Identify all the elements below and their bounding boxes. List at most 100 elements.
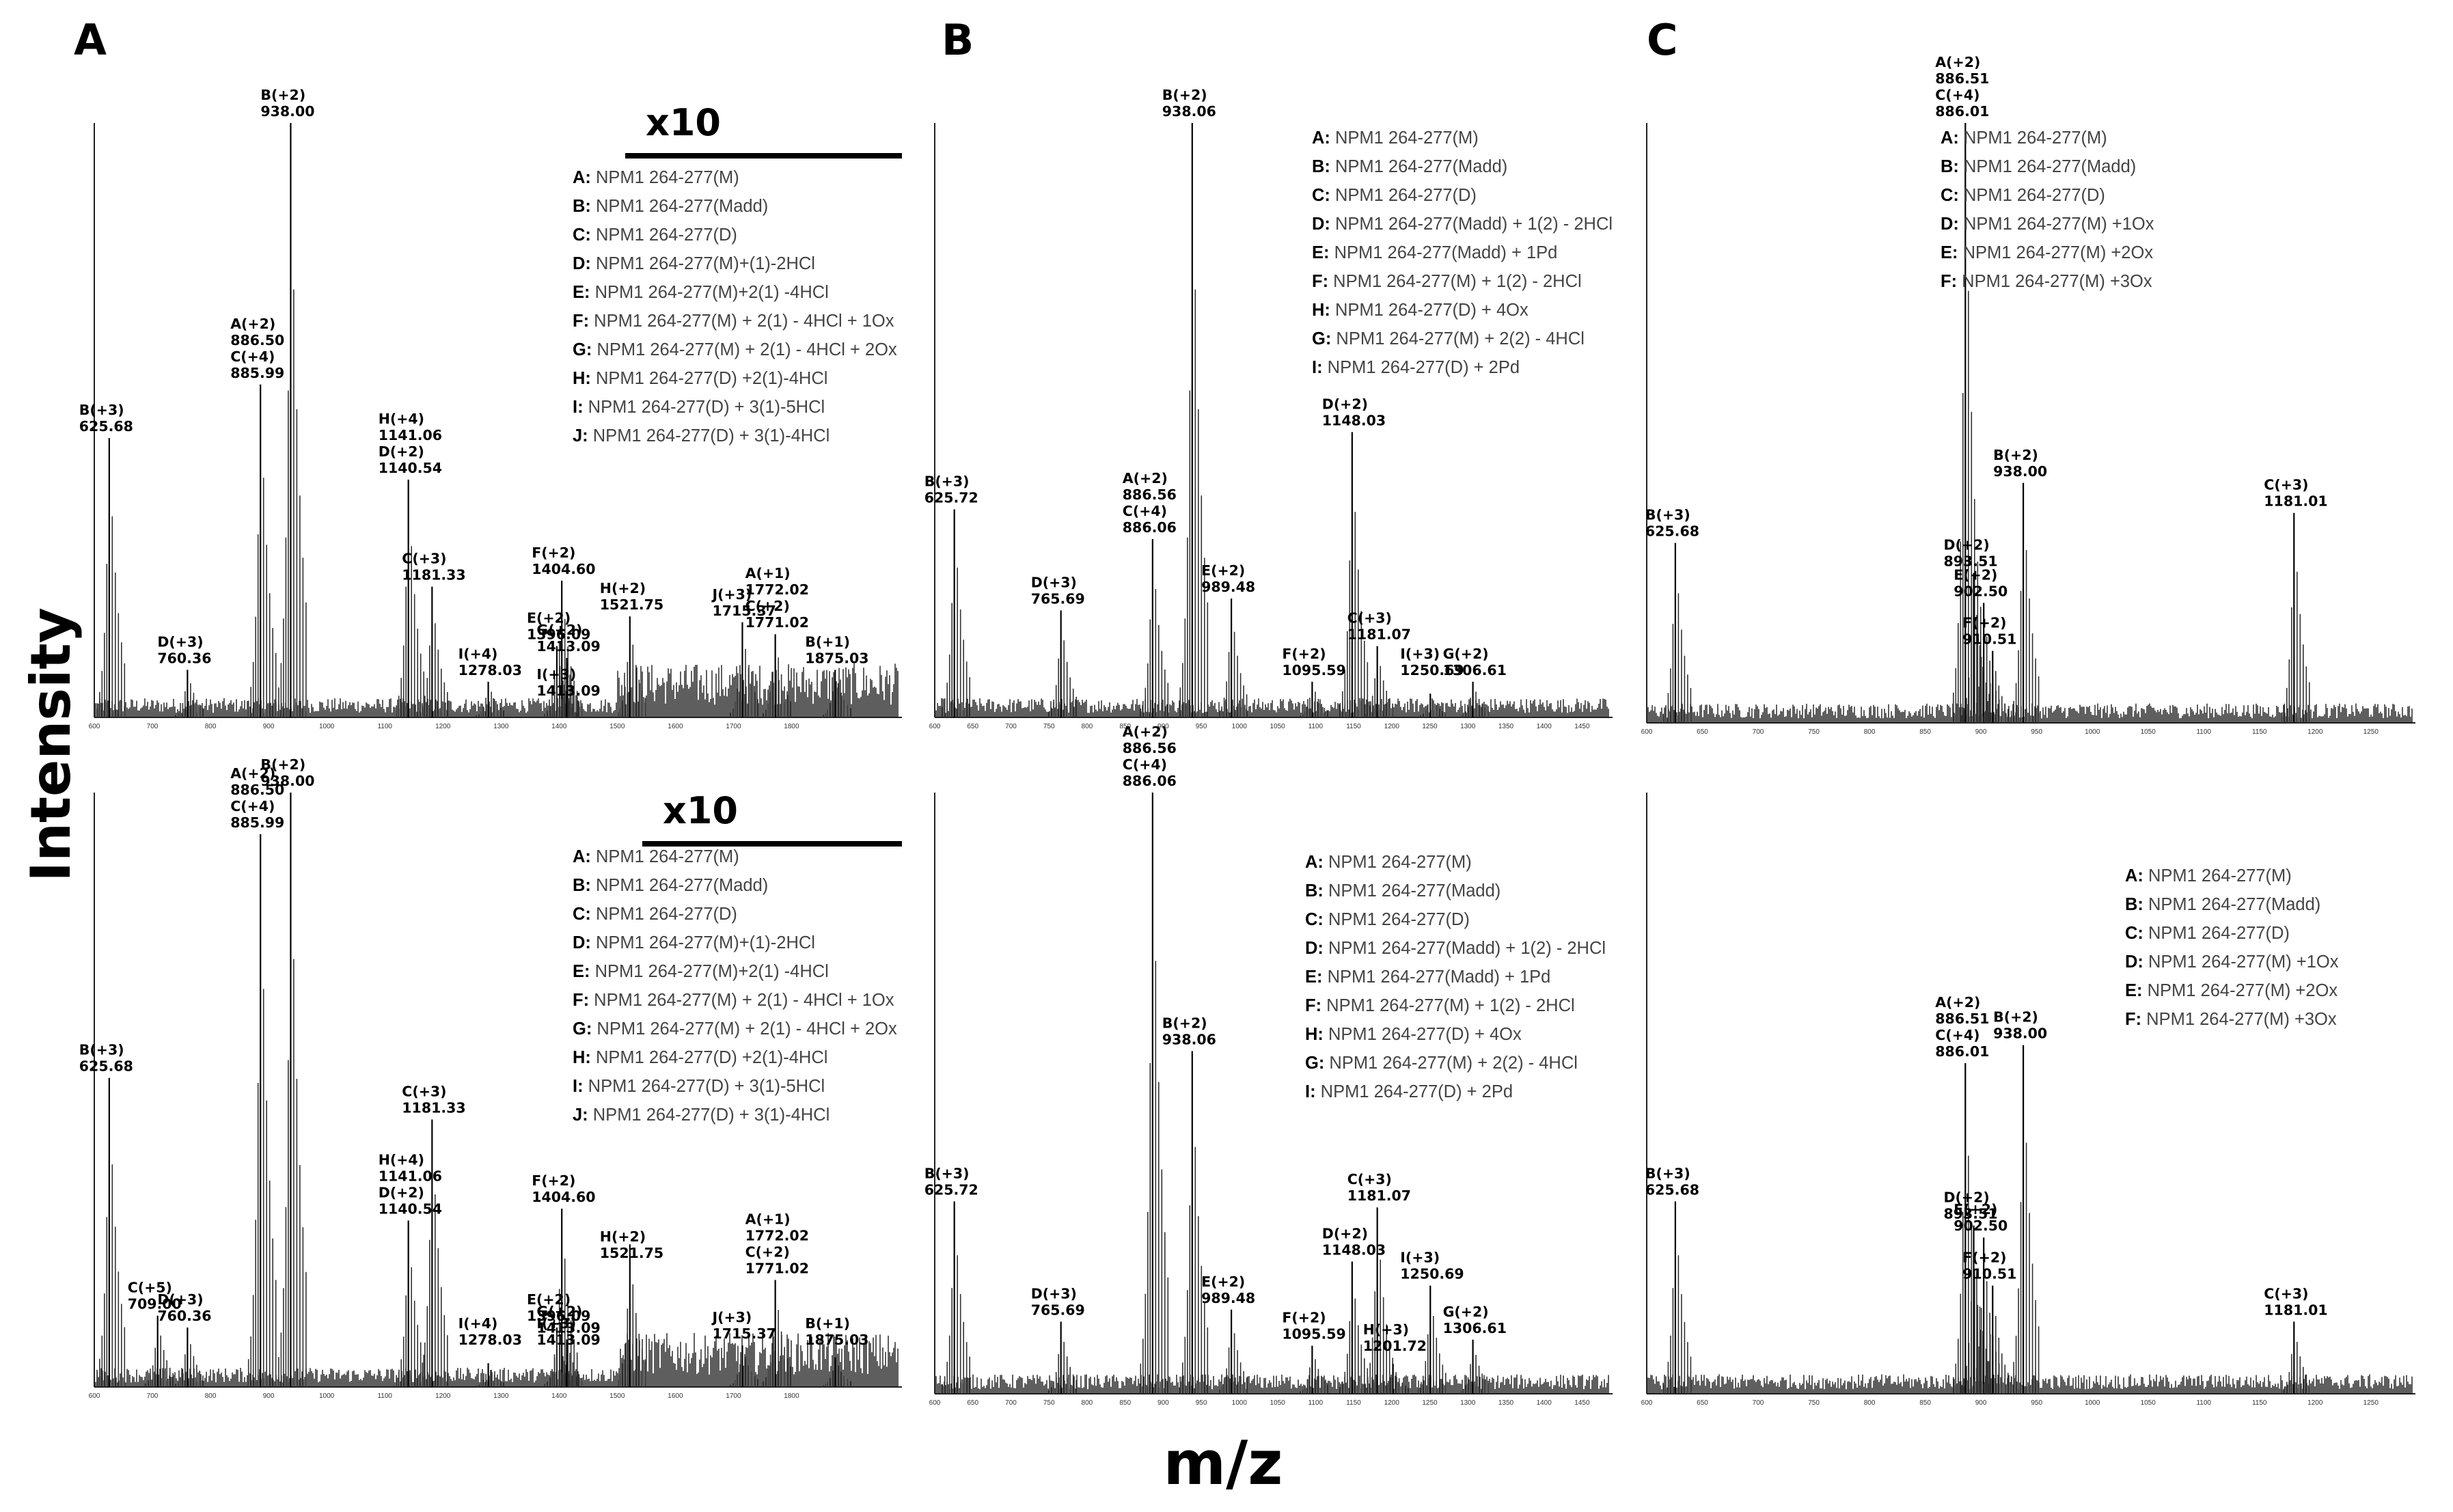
tick-label-B-top-6: 900: [1157, 723, 1169, 730]
tick-label-C-bottom-1: 650: [1697, 1399, 1708, 1407]
legend-entry-B-bottom-6: H: NPM1 264-277(D) + 4Ox: [1305, 1025, 1522, 1044]
spectrum-C-top: B(+3) 625.68 A(+2) 886.51 C(+4) 886.01 D(+2) 89…: [1641, 54, 2415, 736]
peak-label-A-bottom-5: H(+4) 1141.06 D(+2) 1140.54: [379, 1151, 442, 1217]
legend-entry-A-top-7: H: NPM1 264-277(D) +2(1)-4HCl: [573, 369, 827, 388]
peak-label-A-top-8: F(+2) 1404.60: [532, 545, 595, 577]
tick-label-B-bottom-8: 1000: [1232, 1399, 1248, 1407]
tick-label-A-top-5: 1100: [377, 723, 392, 730]
tick-label-A-top-4: 1000: [319, 723, 335, 730]
tick-label-B-top-17: 1450: [1574, 723, 1590, 730]
tick-label-C-top-10: 1100: [2196, 728, 2211, 736]
tick-label-B-top-13: 1250: [1422, 723, 1438, 730]
isotope-cluster: [1140, 961, 1169, 1394]
tick-label-A-top-6: 1200: [435, 723, 451, 730]
tick-label-B-top-0: 600: [929, 723, 941, 730]
tick-label-B-bottom-5: 850: [1119, 1399, 1131, 1407]
isotope-cluster: [1218, 631, 1248, 717]
tick-label-C-bottom-4: 800: [1864, 1399, 1876, 1407]
peak-label-A-top-7: E(+2) 1396.09: [527, 610, 590, 643]
tick-label-C-top-3: 750: [1808, 728, 1820, 736]
isotope-cluster: [1339, 512, 1369, 717]
peak-label-A-bottom-12: I(+3) 1413.09: [536, 1315, 600, 1348]
tick-label-C-top-0: 600: [1641, 728, 1653, 736]
legend-entry-B-bottom-0: A: NPM1 264-277(M): [1305, 853, 1472, 872]
isotope-cluster: [1418, 1316, 1447, 1394]
peak-label-B-top-0: B(+3) 625.72: [924, 473, 978, 506]
legend-entry-A-top-0: A: NPM1 264-277(M): [573, 168, 739, 187]
peak-label-B-bottom-10: G(+2) 1306.61: [1443, 1304, 1507, 1336]
peak-label-A-top-2: A(+2) 886.50 C(+4) 885.99: [230, 316, 284, 381]
tick-label-A-top-0: 600: [89, 723, 100, 730]
tick-label-B-bottom-2: 700: [1005, 1399, 1017, 1407]
tick-label-A-bottom-6: 1200: [435, 1392, 451, 1400]
peak-label-A-bottom-4: B(+2) 938.00: [260, 756, 314, 789]
legend-entry-B-top-2: C: NPM1 264-277(D): [1312, 186, 1477, 205]
isotope-cluster: [420, 1194, 448, 1387]
peak-label-B-top-6: D(+2) 1148.03: [1322, 396, 1386, 428]
tick-label-A-bottom-12: 1800: [784, 1392, 799, 1400]
isotope-cluster: [549, 618, 578, 717]
peak-label-A-bottom-3: A(+2) 886.50 C(+4) 885.99: [230, 765, 284, 831]
isotope-cluster: [175, 1344, 204, 1387]
tick-label-C-bottom-3: 750: [1808, 1399, 1820, 1407]
peak-label-B-bottom-5: F(+2) 1095.59: [1282, 1310, 1345, 1343]
spectrum-B-bottom: B(+3) 625.72 D(+3) 765.69 A(+2) 886.56 C(+4) 88…: [924, 724, 1613, 1407]
isotope-cluster: [396, 546, 424, 717]
tick-label-C-bottom-6: 900: [1975, 1399, 1987, 1407]
isotope-cluster: [730, 648, 758, 717]
legend-entry-C-bottom-0: A: NPM1 264-277(M): [2125, 866, 2292, 885]
legend-entry-A-bottom-8: I: NPM1 264-277(D) + 3(1)-5HCl: [573, 1077, 825, 1096]
peak-label-C-top-0: B(+3) 625.68: [1645, 507, 1699, 540]
tick-label-B-top-12: 1200: [1384, 723, 1400, 730]
tick-label-B-bottom-1: 650: [967, 1399, 978, 1407]
isotope-cluster: [1218, 1333, 1248, 1394]
tick-label-B-bottom-15: 1350: [1498, 1399, 1514, 1407]
isotope-cluster: [96, 1164, 126, 1387]
legend-entry-C-top-4: E: NPM1 264-277(M) +2Ox: [1941, 243, 2153, 262]
panel-letter-c: C: [1647, 15, 1678, 65]
tick-label-B-bottom-16: 1400: [1537, 1399, 1552, 1407]
tick-label-A-top-3: 900: [263, 723, 275, 730]
tick-label-A-top-8: 1400: [551, 723, 567, 730]
tick-label-C-top-13: 1250: [2363, 728, 2379, 736]
tick-label-C-bottom-5: 850: [1919, 1399, 1931, 1407]
tick-label-B-top-5: 850: [1119, 723, 1131, 730]
tick-label-B-top-9: 1050: [1270, 723, 1285, 730]
isotope-cluster: [175, 683, 204, 717]
legend-entry-C-bottom-2: C: NPM1 264-277(D): [2125, 924, 2290, 943]
panel-letter-a: A: [74, 15, 107, 65]
peak-label-C-top-4: F(+2) 910.51: [1962, 615, 2016, 648]
isotope-cluster: [1048, 1342, 1077, 1394]
peak-label-B-bottom-1: D(+3) 765.69: [1031, 1285, 1085, 1318]
peak-label-A-top-13: A(+1) 1772.02 C(+2) 1771.02: [745, 565, 809, 631]
tick-label-B-top-7: 950: [1196, 723, 1207, 730]
zoom-label: x10: [646, 101, 721, 144]
tick-label-A-bottom-10: 1600: [668, 1392, 683, 1400]
tick-label-B-top-4: 800: [1082, 723, 1093, 730]
legend-entry-A-top-1: B: NPM1 264-277(Madd): [573, 197, 768, 216]
tick-label-A-top-7: 1300: [493, 723, 509, 730]
isotope-cluster: [278, 959, 307, 1387]
isotope-cluster: [549, 1259, 578, 1387]
noise-trace: [935, 1374, 1609, 1394]
tick-label-B-top-10: 1100: [1308, 723, 1324, 730]
isotope-cluster: [476, 691, 504, 717]
peak-label-A-bottom-6: C(+3) 1181.33: [402, 1084, 465, 1116]
legend-entry-A-top-5: F: NPM1 264-277(M) + 2(1) - 4HCl + 1Ox: [573, 312, 894, 331]
tick-label-C-bottom-10: 1100: [2196, 1399, 2211, 1407]
tick-label-A-top-9: 1500: [609, 723, 625, 730]
isotope-cluster: [1662, 1255, 1692, 1394]
spectrum-A-bottom: B(+3) 625.68 C(+5) 709.00D(+3) 760.36 A(+2) 88…: [79, 756, 902, 1400]
legend-entry-A-top-3: D: NPM1 264-277(M)+(1)-2HCl: [573, 254, 815, 273]
tick-label-B-top-2: 700: [1005, 723, 1017, 730]
tick-label-C-bottom-13: 1250: [2363, 1399, 2379, 1407]
tick-label-A-bottom-11: 1700: [726, 1392, 741, 1400]
peak-label-B-top-5: F(+2) 1095.59: [1282, 646, 1345, 678]
tick-label-C-top-1: 650: [1697, 728, 1708, 736]
isotope-cluster: [1460, 1355, 1489, 1394]
legend-entry-B-top-8: I: NPM1 264-277(D) + 2Pd: [1312, 358, 1520, 377]
legend-entry-B-top-4: E: NPM1 264-277(Madd) + 1Pd: [1312, 243, 1557, 262]
isotope-cluster: [942, 567, 970, 717]
legend-entry-B-bottom-2: C: NPM1 264-277(D): [1305, 910, 1470, 929]
tick-label-C-top-9: 1050: [2141, 728, 2156, 736]
